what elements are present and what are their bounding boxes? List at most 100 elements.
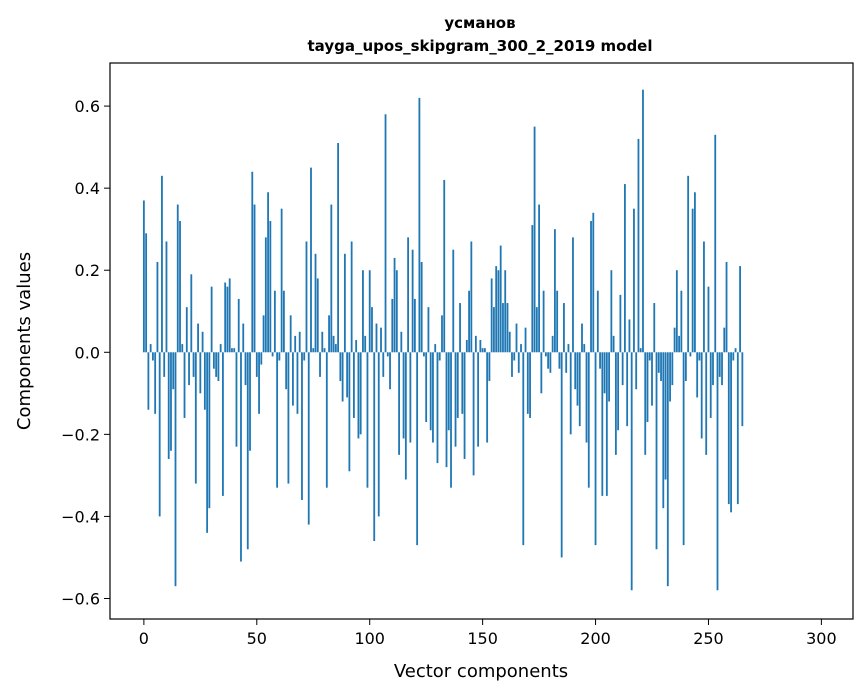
bar: [608, 352, 610, 402]
bar: [425, 352, 428, 423]
bar: [413, 298, 416, 353]
bar: [255, 352, 258, 377]
bar: [346, 352, 349, 398]
bar: [280, 208, 283, 353]
bar: [544, 352, 547, 357]
bar: [459, 303, 461, 353]
bar: [249, 352, 251, 451]
bars-group: [142, 89, 744, 591]
bar: [212, 352, 215, 369]
y-tick-label: −0.2: [61, 425, 100, 444]
bar: [707, 286, 710, 353]
bar: [739, 266, 741, 353]
y-tick-label: 0.0: [75, 343, 100, 362]
bar: [522, 352, 525, 546]
bar: [441, 315, 443, 353]
bar: [486, 352, 489, 443]
bar: [260, 352, 263, 365]
bar: [201, 331, 204, 353]
bar: [488, 352, 491, 381]
bar: [337, 143, 339, 353]
bar: [411, 249, 414, 353]
bar: [190, 274, 193, 353]
bar: [452, 249, 455, 353]
bar: [678, 335, 681, 353]
bar: [547, 352, 550, 369]
bar: [240, 352, 242, 562]
bar: [373, 352, 376, 542]
bar: [504, 270, 507, 353]
bar: [477, 352, 480, 447]
bar: [215, 352, 218, 377]
bar: [549, 352, 552, 373]
bar: [696, 352, 699, 398]
bar: [321, 331, 324, 353]
bar: [404, 352, 407, 480]
bar: [197, 323, 199, 353]
bar: [382, 352, 385, 377]
bar: [666, 352, 669, 587]
bar: [637, 138, 640, 353]
bar: [328, 315, 330, 353]
bar: [703, 241, 705, 353]
bar: [617, 352, 620, 431]
bar: [599, 352, 601, 369]
bar: [395, 270, 398, 353]
bar: [341, 352, 344, 402]
bar: [574, 352, 577, 390]
y-tick-label: 0.6: [75, 97, 100, 116]
bar: [246, 352, 249, 550]
bar: [601, 352, 604, 496]
bar: [662, 352, 665, 509]
bar: [535, 307, 538, 353]
bar: [540, 352, 543, 394]
bar: [156, 262, 159, 353]
bar: [242, 323, 245, 353]
bar: [526, 352, 529, 414]
bar: [301, 352, 303, 500]
bar: [267, 192, 269, 353]
bar: [709, 352, 712, 418]
bar: [384, 114, 387, 353]
bar: [350, 241, 353, 353]
bar: [725, 262, 728, 353]
bar: [657, 352, 660, 373]
bar: [723, 327, 726, 353]
bar: [736, 352, 739, 505]
bar: [386, 352, 389, 357]
bar: [264, 237, 267, 353]
bar: [470, 241, 473, 353]
bar: [538, 204, 540, 353]
bar: [671, 352, 674, 386]
bar: [450, 352, 452, 488]
bar: [691, 208, 694, 353]
bar: [199, 352, 202, 394]
bar: [407, 237, 410, 353]
bar: [147, 352, 150, 410]
bar: [237, 298, 240, 353]
bar: [316, 278, 319, 353]
bar: [303, 352, 306, 361]
bar: [167, 352, 170, 459]
bar: [188, 352, 190, 386]
plot-frame: [109, 62, 854, 620]
bar: [359, 352, 362, 435]
bar: [669, 352, 671, 402]
bar: [730, 352, 732, 513]
bar: [357, 352, 360, 439]
bar: [325, 352, 328, 488]
bar: [226, 286, 229, 353]
bar: [612, 335, 615, 353]
bar: [698, 352, 701, 361]
bar: [716, 352, 719, 591]
bar: [210, 286, 213, 353]
bar: [479, 339, 482, 353]
bar: [434, 344, 437, 353]
bar: [610, 270, 613, 353]
bar: [529, 352, 531, 418]
bar: [506, 303, 509, 353]
chart-subtitle: tayga_upos_skipgram_300_2_2019 model: [308, 37, 653, 55]
bar: [343, 253, 346, 353]
bar: [578, 352, 581, 427]
